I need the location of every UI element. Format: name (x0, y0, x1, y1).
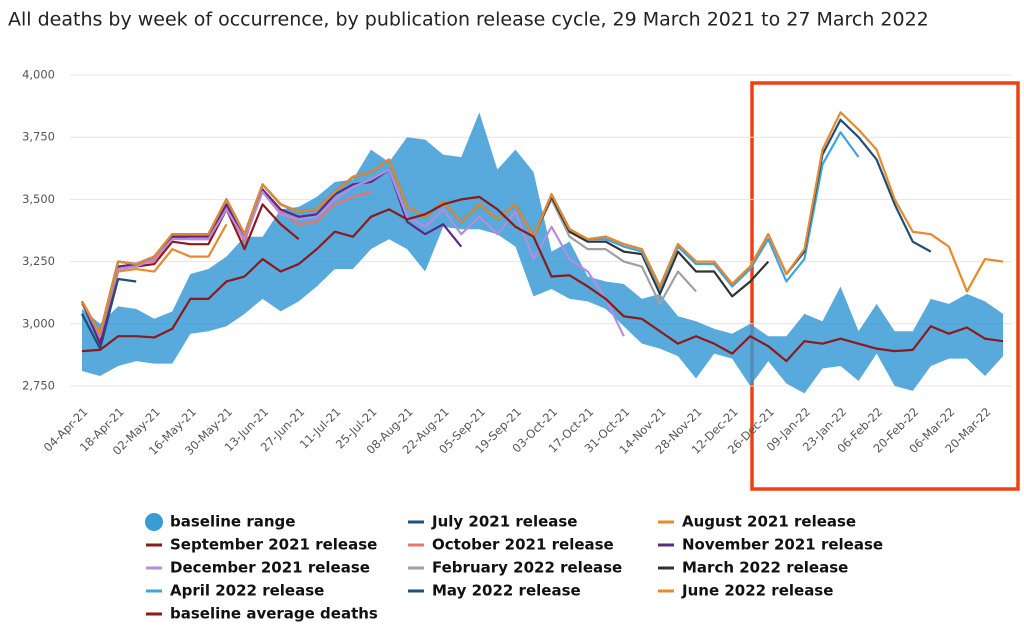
legend-label: October 2021 release (432, 536, 614, 554)
y-tick-label: 4,000 (22, 68, 55, 82)
chart-title: All deaths by week of occurrence, by pub… (8, 9, 929, 31)
legend-label: September 2021 release (170, 536, 377, 554)
legend-marker (145, 513, 163, 531)
series-line (81, 277, 137, 350)
y-tick-label: 3,250 (22, 254, 55, 268)
y-tick-label: 3,000 (22, 316, 55, 330)
legend-label: August 2021 release (682, 513, 856, 531)
legend-label: May 2022 release (432, 582, 581, 600)
legend-label: December 2021 release (170, 559, 370, 577)
series-line (81, 168, 625, 338)
y-tick-label: 3,750 (22, 130, 55, 144)
legend-label: July 2021 release (431, 513, 577, 531)
legend-label: baseline average deaths (170, 605, 378, 623)
y-tick-label: 2,750 (22, 378, 55, 392)
legend-label: November 2021 release (682, 536, 883, 554)
legend-label: June 2022 release (681, 582, 833, 600)
legend-label: April 2022 release (170, 582, 324, 600)
highlight-box (750, 81, 1020, 491)
series-line (81, 111, 1004, 335)
legend-label: baseline range (170, 513, 295, 531)
baseline-band (82, 112, 1004, 394)
legend-label: March 2022 release (682, 559, 848, 577)
legend-label: February 2022 release (432, 559, 622, 577)
y-tick-label: 3,500 (22, 192, 55, 206)
series-line (81, 195, 1004, 363)
